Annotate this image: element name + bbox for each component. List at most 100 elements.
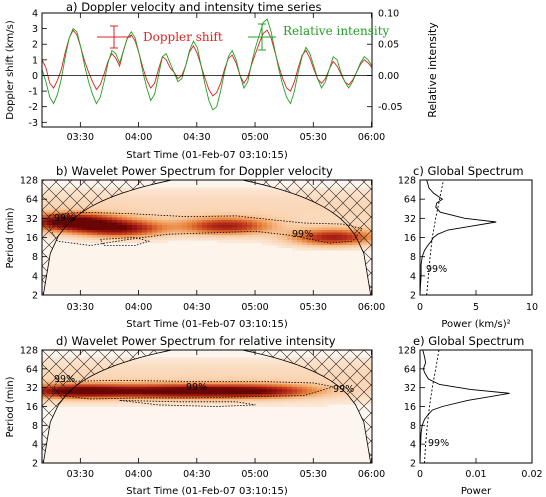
panel-b-heat-cell [247,195,253,198]
panel-d-heat-cell [132,374,138,378]
panel-b-heat-cell [82,230,88,233]
panel-d-heat-cell [162,364,168,368]
panel-d-heat-cell [82,394,88,398]
panel-d-heat-cell [177,369,183,373]
panel-c-ytick-label: 32 [404,214,416,225]
panel-b-heat-cell [152,192,158,196]
panel-b-heat-cell [287,197,293,201]
panel-b-heat-cell [187,227,193,231]
panel-b-heat-cell [227,227,233,231]
panel-d-heat-cell [247,357,253,361]
panel-d-heat-cell [147,359,153,363]
panel-b-heat-cell [72,232,78,236]
panel-b-heat-cell [122,230,128,233]
panel-d-heat-cell [172,374,178,378]
panel-d-heat-cell [192,381,198,385]
panel-b-heat-cell [297,232,303,236]
panel-d-heat-cell [187,357,193,361]
panel-d-heat-cell [247,389,253,393]
panel-d-heat-cell [92,386,98,390]
panel-b-heat-cell [232,232,238,236]
panel-b-heat-cell [137,220,143,223]
panel-d-heat-cell [182,362,188,366]
panel-b-heat-cell [232,225,238,228]
panel-b-heat-cell [182,187,188,191]
panel-b-heat-cell [217,210,223,213]
panel-b-heat-cell [302,242,308,246]
panel-d-heat-cell [137,374,143,378]
panel-b-heat-cell [142,215,148,218]
panel-b-heat-cell [272,192,278,196]
panel-d-heat-cell [77,404,83,407]
panel-b-heat-cell [62,235,68,238]
panel-d-heat-cell [192,362,198,366]
panel-b-heat-cell [132,217,138,221]
panel-b-heat-cell [242,240,248,243]
panel-d-heat-cell [157,394,163,398]
panel-d-heat-cell [217,374,223,378]
panel-b-heat-cell [277,197,283,201]
panel-d-heat-cell [282,362,288,366]
panel-d-heat-cell [162,359,168,363]
panel-d-heat-cell [327,379,333,383]
panel-b-heat-cell [337,242,343,246]
panel-b-heat-cell [227,232,233,236]
panel-d-heat-cell [157,367,163,371]
panel-b-heat-cell [282,227,288,231]
panel-b-xtick-label: 03:30 [67,302,94,313]
panel-b-heat-cell [132,197,138,201]
panel-d-heat-cell [162,396,168,400]
panel-d-heat-cell [297,374,303,378]
panel-d-heat-cell [317,377,323,380]
panel-d-heat-cell [137,357,143,361]
panel-b-heat-cell [132,210,138,213]
panel-b-heat-cell [272,205,278,208]
panel-d-heat-cell [112,381,118,385]
panel-b-heat-cell [222,192,228,196]
panel-b-heat-cell [202,217,208,221]
panel-d-heat-cell [217,404,223,407]
panel-d-heat-cell [72,394,78,398]
panel-d-heat-cell [187,367,193,371]
panel-d-heat-cell [122,401,128,405]
panel-b-heat-cell [267,210,273,213]
panel-b-heat-cell [212,222,218,226]
panel-b-heat-cell [252,200,258,203]
panel-d-heat-cell [322,391,328,395]
panel-b-heat-cell [302,220,308,223]
panel-b-heat-cell [282,202,288,206]
panel-d-heat-cell [187,362,193,366]
panel-d-heat-cell [187,394,193,398]
panel-b-heat-cell [207,235,213,238]
panel-d-heat-cell [197,401,203,405]
panel-b-heat-cell [127,237,133,241]
panel-d-heat-cell [212,389,218,393]
panel-d-heat-cell [102,379,108,383]
panel-b-heat-cell [232,237,238,241]
panel-b-heat-cell [247,197,253,201]
panel-d-heat-cell [257,372,263,376]
panel-b-heat-cell [272,227,278,231]
panel-b-heat-cell [212,195,218,198]
panel-b-heat-cell [227,225,233,228]
panel-d-heat-cell [262,384,268,388]
panel-d-heat-cell [272,377,278,380]
panel-b-heat-cell [142,232,148,236]
panel-d-significance-contours [53,379,334,407]
panel-d-heat-cell [257,404,263,407]
panel-b-heat-cell [67,227,73,231]
panel-b-heat-cell [322,217,328,221]
panel-e-xtick-label: 0.02 [521,469,542,480]
panel-b-heat-cell [297,247,303,251]
panel-b-heat-cell [242,237,248,241]
panel-d-heat-cell [217,364,223,368]
panel-d-heat-cell [237,391,243,395]
panel-b-heat-cell [177,237,183,241]
panel-b-heat-cell [182,197,188,201]
panel-b-heat-cell [277,227,283,231]
panel-b-heat-cell [277,217,283,221]
panel-a-xtick-label: 05:30 [300,132,327,143]
panel-d-heat-cell [62,399,68,403]
panel-d-heat-cell [87,384,93,388]
panel-b-heat-cell [272,225,278,228]
